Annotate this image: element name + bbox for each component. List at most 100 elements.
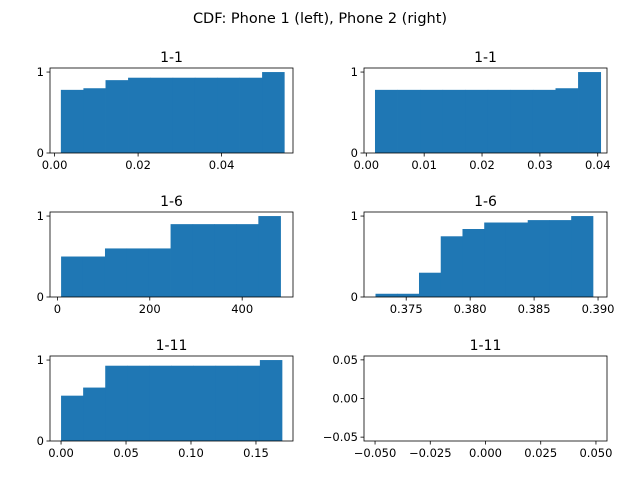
y-tick-label: 1 — [351, 209, 358, 223]
x-tick-label: 0.01 — [411, 158, 437, 172]
bar — [104, 248, 128, 297]
axes-frame — [49, 355, 294, 442]
y-tick-label: 0 — [37, 146, 44, 160]
x-tick-label: 0.15 — [243, 446, 269, 460]
x-tick-label: 0.380 — [454, 302, 487, 316]
x-tick-label: 0 — [54, 302, 61, 316]
bar — [532, 89, 556, 153]
subplot-3: 1-6 0 200 400 0 1 — [37, 194, 294, 316]
bar — [237, 365, 261, 441]
bar — [505, 222, 529, 297]
bar — [578, 72, 602, 153]
subplot-2: 1-1 0.00 0.01 0.02 0.03 0.04 0 1 — [351, 50, 611, 172]
bar — [105, 80, 129, 153]
bar — [127, 365, 150, 441]
x-tick-label: 0.03 — [527, 158, 553, 172]
bar — [440, 236, 463, 297]
bar — [397, 89, 421, 153]
subplot-title: 1-11 — [156, 338, 188, 354]
bar — [420, 89, 444, 153]
bar — [262, 72, 285, 153]
bar — [193, 365, 217, 441]
x-tick-label: 0.375 — [390, 302, 423, 316]
bar — [148, 248, 171, 297]
bar — [214, 224, 238, 297]
figure-suptitle: CDF: Phone 1 (left), Phone 2 (right) — [193, 11, 447, 27]
x-tick-label: 0.02 — [125, 158, 151, 172]
subplot-title: 1-1 — [474, 50, 497, 66]
bar — [150, 77, 174, 153]
bar — [215, 365, 239, 441]
x-tick-label: 0.025 — [524, 446, 557, 460]
axes-frame — [363, 211, 608, 298]
bar — [105, 365, 128, 441]
bar — [259, 360, 283, 441]
bar — [258, 216, 281, 297]
x-tick-label: −0.050 — [354, 446, 397, 460]
y-tick-label: 0 — [37, 434, 44, 448]
bar — [239, 77, 263, 153]
x-tick-label: 0.050 — [579, 446, 612, 460]
y-tick-label: 0.05 — [332, 353, 358, 367]
bar — [510, 89, 534, 153]
bar — [192, 224, 215, 297]
x-tick-label: 0.04 — [585, 158, 611, 172]
bar — [61, 395, 84, 441]
subplots: 1-1 0.00 0.02 0.04 0 1 1-1 0.00 0.01 0.02 0.03 0.04… — [37, 50, 615, 460]
bar — [375, 293, 398, 297]
bar — [60, 89, 84, 153]
bar — [484, 222, 507, 297]
bar — [83, 387, 106, 441]
y-tick-label: 1 — [37, 209, 44, 223]
subplot-4: 1-6 0.375 0.380 0.385 0.390 0 1 — [351, 194, 615, 316]
x-tick-label: 0.00 — [42, 158, 68, 172]
bar — [549, 220, 572, 297]
y-tick-label: 1 — [37, 65, 44, 79]
x-tick-label: 0.04 — [209, 158, 235, 172]
x-tick-label: −0.025 — [409, 446, 452, 460]
bar — [571, 216, 594, 297]
axes-frame — [49, 67, 294, 154]
axes-frame — [363, 67, 608, 154]
bar — [465, 89, 489, 153]
x-tick-label: 0.385 — [518, 302, 551, 316]
x-tick-label: 0.390 — [582, 302, 615, 316]
bar — [171, 365, 194, 441]
bar — [462, 229, 485, 297]
x-tick-label: 0.10 — [178, 446, 204, 460]
subplot-5: 1-11 0.00 0.05 0.10 0.15 0 1 — [37, 338, 294, 460]
bar — [374, 89, 398, 153]
y-tick-label: 0.00 — [332, 392, 358, 406]
x-tick-label: 0.02 — [469, 158, 495, 172]
subplot-title: 1-6 — [160, 194, 183, 210]
bar — [442, 89, 466, 153]
x-tick-label: 200 — [139, 302, 161, 316]
bar — [217, 77, 240, 153]
bar — [128, 77, 151, 153]
subplot-1: 1-1 0.00 0.02 0.04 0 1 — [37, 50, 294, 172]
y-tick-label: −0.05 — [323, 430, 358, 444]
bar — [82, 256, 106, 297]
x-tick-label: 0.00 — [354, 158, 380, 172]
x-tick-label: 0.000 — [469, 446, 502, 460]
x-tick-label: 0.05 — [113, 446, 139, 460]
axes-frame — [49, 211, 294, 298]
bar — [194, 77, 218, 153]
bar — [527, 220, 550, 297]
bar — [236, 224, 259, 297]
bar — [487, 89, 511, 153]
bar — [172, 77, 196, 153]
bar — [126, 248, 150, 297]
bar — [83, 88, 106, 153]
x-tick-label: 0.00 — [48, 446, 74, 460]
x-tick-label: 400 — [231, 302, 253, 316]
y-tick-label: 0 — [351, 290, 358, 304]
y-tick-label: 1 — [37, 353, 44, 367]
subplot-title: 1-1 — [160, 50, 183, 66]
bar — [149, 365, 172, 441]
subplot-title: 1-6 — [474, 194, 497, 210]
y-tick-label: 0 — [37, 290, 44, 304]
bar — [418, 272, 442, 297]
bar — [555, 88, 579, 153]
